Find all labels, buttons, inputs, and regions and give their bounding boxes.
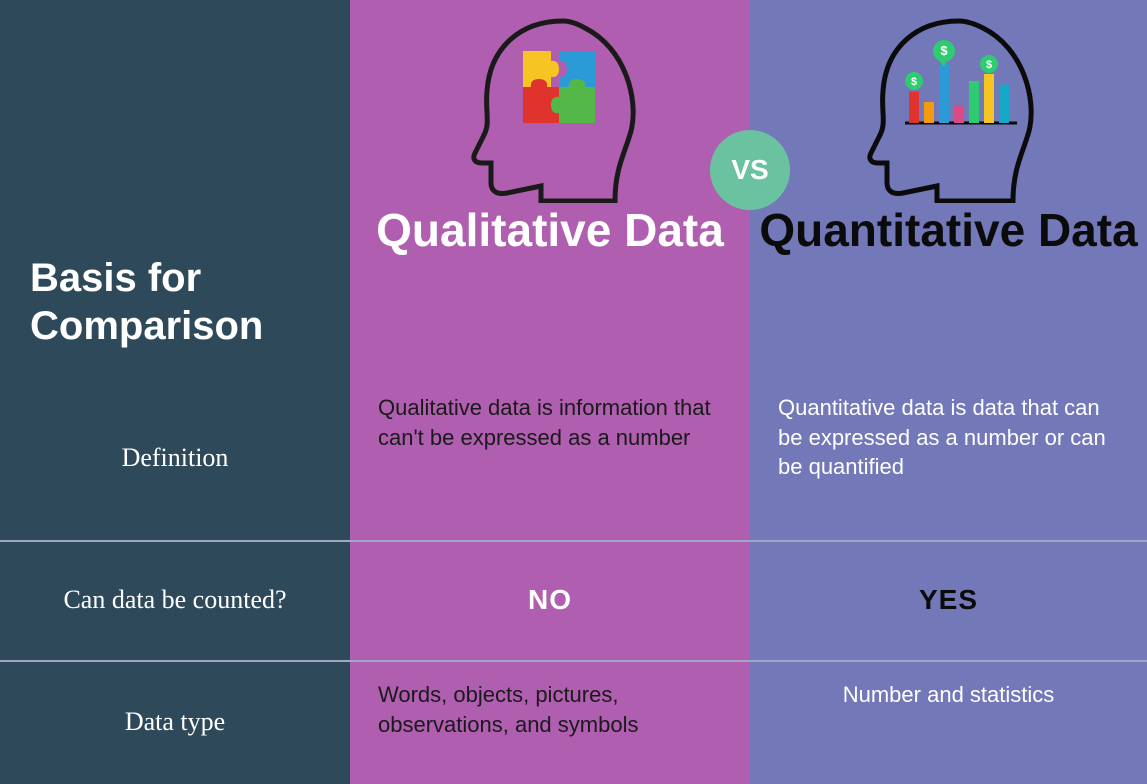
dollar-badge-icon: $ bbox=[905, 72, 923, 90]
quant-counted: YES bbox=[919, 584, 978, 616]
row-divider bbox=[0, 540, 1147, 542]
quant-datatype: Number and statistics bbox=[778, 680, 1119, 710]
qual-definition-cell: Qualitative data is information that can… bbox=[350, 375, 750, 540]
basis-heading-cell: Basis for Comparison bbox=[0, 0, 350, 375]
dollar-badge-icon: $ bbox=[980, 55, 998, 73]
qual-definition: Qualitative data is information that can… bbox=[378, 393, 722, 452]
qual-title: Qualitative Data bbox=[376, 205, 724, 256]
quantitative-column: $ $ $ Quantitati bbox=[750, 0, 1147, 784]
row-label-counted: Can data be counted? bbox=[63, 585, 286, 615]
row-label-datatype: Data type bbox=[125, 707, 225, 737]
svg-text:$: $ bbox=[985, 59, 991, 71]
quant-definition-cell: Quantitative data is data that can be ex… bbox=[750, 375, 1147, 540]
quant-title: Quantitative Data bbox=[759, 205, 1137, 256]
row-divider bbox=[0, 660, 1147, 662]
qual-counted: NO bbox=[528, 584, 572, 616]
qual-counted-cell: NO bbox=[350, 540, 750, 660]
svg-text:$: $ bbox=[910, 76, 916, 88]
qual-head-puzzle-icon bbox=[445, 10, 655, 205]
qual-datatype: Words, objects, pictures, observations, … bbox=[378, 680, 722, 739]
qualitative-column: Qualitative Data Qualitative data is inf… bbox=[350, 0, 750, 784]
row-label-definition: Definition bbox=[122, 443, 229, 473]
qual-datatype-cell: Words, objects, pictures, observations, … bbox=[350, 660, 750, 784]
basis-row-definition: Definition bbox=[0, 375, 350, 540]
svg-text:$: $ bbox=[940, 43, 948, 58]
basis-row-counted: Can data be counted? bbox=[0, 540, 350, 660]
basis-row-datatype: Data type bbox=[0, 660, 350, 784]
quant-header-cell: $ $ $ Quantitati bbox=[750, 0, 1147, 375]
quant-counted-cell: YES bbox=[750, 540, 1147, 660]
comparison-infographic: Basis for Comparison Definition Can data… bbox=[0, 0, 1147, 784]
qual-header-cell: Qualitative Data bbox=[350, 0, 750, 375]
basis-heading: Basis for Comparison bbox=[30, 254, 320, 350]
quant-head-barchart-icon: $ $ $ bbox=[839, 10, 1059, 205]
vs-label: VS bbox=[731, 154, 768, 186]
quant-definition: Quantitative data is data that can be ex… bbox=[778, 393, 1119, 482]
quant-datatype-cell: Number and statistics bbox=[750, 660, 1147, 784]
vs-badge: VS bbox=[710, 130, 790, 210]
dollar-speech-icon: $ bbox=[933, 40, 955, 67]
basis-column: Basis for Comparison Definition Can data… bbox=[0, 0, 350, 784]
